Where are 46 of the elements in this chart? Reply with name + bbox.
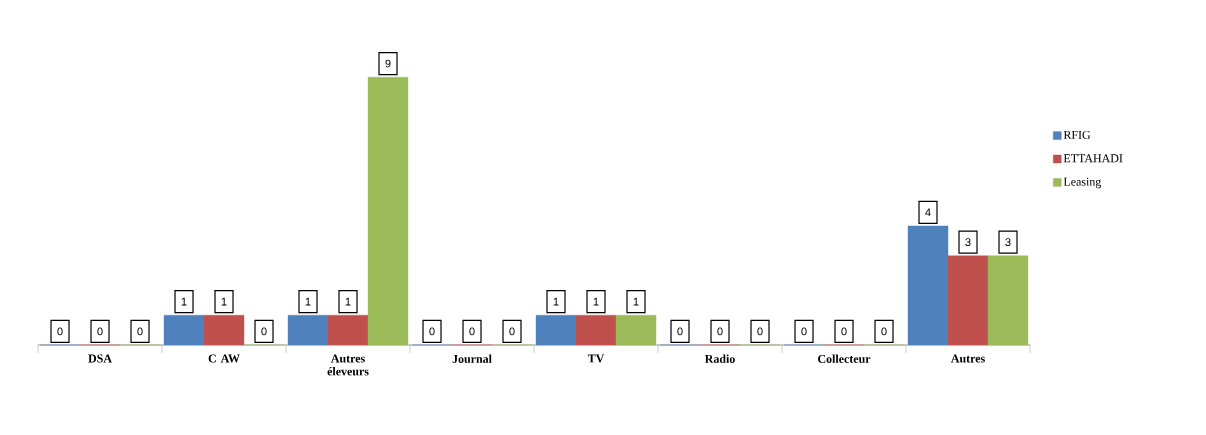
bar	[535, 315, 577, 346]
data-label: 9	[385, 59, 391, 68]
bar	[615, 315, 657, 346]
bar	[367, 76, 409, 346]
x-tick-label: Collecteur	[818, 354, 871, 363]
data-label: 1	[345, 297, 351, 306]
legend-label: Leasing	[1063, 177, 1102, 189]
x-tick-label: C AW	[208, 354, 240, 363]
bar	[987, 255, 1029, 346]
data-label: 3	[965, 238, 971, 246]
x-tick-label: Journal	[452, 354, 492, 363]
data-label: 0	[469, 327, 475, 336]
bar	[287, 315, 329, 346]
data-label: 1	[633, 297, 639, 306]
bar	[907, 225, 949, 346]
x-tick-label: TV	[587, 354, 605, 363]
data-label: 0	[757, 327, 763, 336]
x-tick-label: DSA	[88, 354, 112, 363]
bar	[163, 315, 205, 346]
legend-label: RFIG	[1063, 130, 1091, 139]
data-label: 0	[97, 327, 103, 336]
data-label: 1	[305, 297, 311, 306]
data-label: 3	[1005, 238, 1011, 246]
data-label: 0	[509, 327, 515, 336]
data-label: 1	[553, 297, 559, 306]
data-label: 4	[925, 208, 931, 217]
data-label: 0	[137, 327, 143, 336]
x-tick-label: Radio	[704, 354, 735, 363]
data-label: 0	[677, 327, 683, 336]
legend-label: ETTAHADI	[1063, 154, 1123, 163]
data-label: 0	[261, 327, 267, 336]
data-label: 1	[221, 297, 227, 306]
data-label: 0	[717, 327, 723, 336]
x-tick-label: Autres	[950, 354, 985, 363]
data-label: 0	[881, 327, 887, 336]
data-label: 1	[181, 297, 187, 306]
data-label: 0	[429, 327, 435, 336]
bar	[575, 315, 617, 346]
data-label: 1	[593, 297, 599, 306]
data-label: 0	[801, 327, 807, 336]
data-label: 0	[841, 327, 847, 336]
bar	[327, 315, 369, 346]
data-label: 0	[57, 327, 63, 336]
x-tick-label: Autres éleveurs	[327, 354, 369, 376]
bar	[203, 315, 245, 346]
bar	[947, 255, 989, 346]
